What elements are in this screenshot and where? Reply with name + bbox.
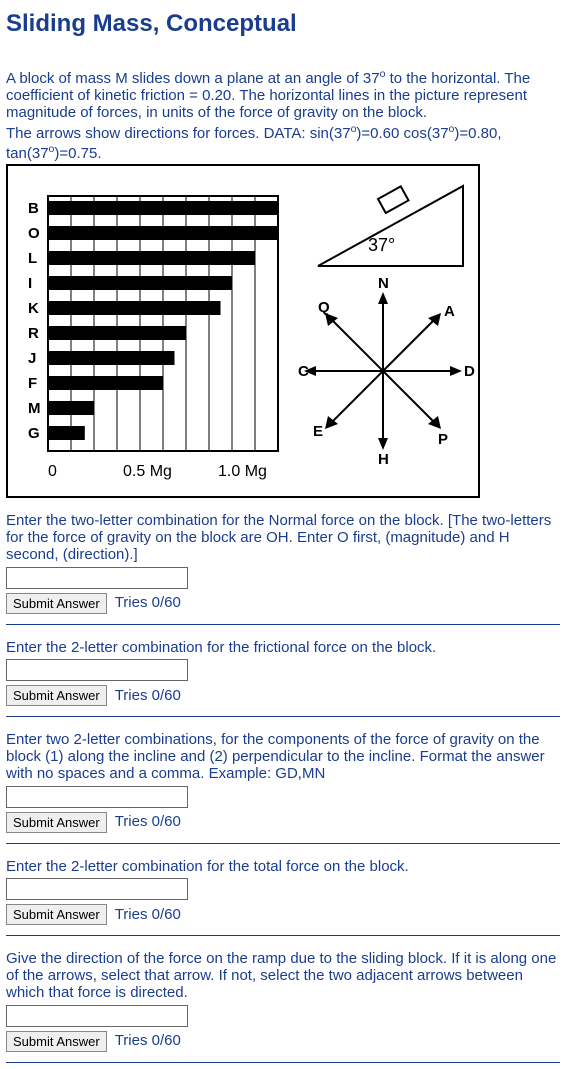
submit-button-2[interactable]: Submit Answer bbox=[6, 685, 107, 706]
problem-description-2: The arrows show directions for forces. D… bbox=[6, 123, 560, 162]
svg-text:F: F bbox=[28, 375, 37, 392]
tries-text-5: Tries 0/60 bbox=[115, 1032, 181, 1049]
question-text: Give the direction of the force on the r… bbox=[6, 950, 560, 1002]
submit-button-4[interactable]: Submit Answer bbox=[6, 904, 107, 925]
page-title: Sliding Mass, Conceptual bbox=[6, 10, 560, 38]
separator bbox=[6, 624, 560, 625]
submit-button-3[interactable]: Submit Answer bbox=[6, 812, 107, 833]
tries-text-1: Tries 0/60 bbox=[115, 594, 181, 611]
tries-text-3: Tries 0/60 bbox=[115, 813, 181, 830]
question-text: Enter two 2-letter combinations, for the… bbox=[6, 731, 560, 783]
problem-description-1: A block of mass M slides down a plane at… bbox=[6, 68, 560, 122]
separator bbox=[6, 716, 560, 717]
dir-E: E bbox=[313, 423, 323, 440]
question-4: Enter the 2-letter combination for the t… bbox=[6, 858, 560, 936]
question-1: Enter the two-letter combination for the… bbox=[6, 512, 560, 625]
x-label-1: 1.0 Mg bbox=[218, 463, 267, 480]
svg-text:O: O bbox=[28, 225, 40, 242]
separator bbox=[6, 843, 560, 844]
dir-N: N bbox=[378, 275, 389, 292]
svg-text:M: M bbox=[28, 400, 41, 417]
problem-figure: 37° BOLIKRJFMG 0 0.5 Mg 1.0 Mg bbox=[6, 164, 480, 498]
answer-input-4[interactable] bbox=[6, 878, 188, 900]
question-2: Enter the 2-letter combination for the f… bbox=[6, 639, 560, 717]
submit-button-5[interactable]: Submit Answer bbox=[6, 1031, 107, 1052]
x-label-0: 0 bbox=[48, 463, 57, 480]
submit-button-1[interactable]: Submit Answer bbox=[6, 593, 107, 614]
desc-text: A block of mass M slides down a plane at… bbox=[6, 70, 380, 87]
question-5: Give the direction of the force on the r… bbox=[6, 950, 560, 1063]
separator bbox=[6, 1062, 560, 1063]
svg-text:J: J bbox=[28, 350, 36, 367]
dir-A: A bbox=[444, 303, 455, 320]
dir-P: P bbox=[438, 431, 448, 448]
tries-text-2: Tries 0/60 bbox=[115, 687, 181, 704]
svg-text:B: B bbox=[28, 200, 39, 217]
angle-label: 37° bbox=[368, 235, 395, 255]
svg-text:L: L bbox=[28, 250, 37, 267]
x-label-05: 0.5 Mg bbox=[123, 463, 172, 480]
dir-D: D bbox=[464, 363, 475, 380]
dir-Q: Q bbox=[318, 299, 330, 316]
separator bbox=[6, 935, 560, 936]
question-text: Enter the 2-letter combination for the f… bbox=[6, 639, 560, 656]
question-text: Enter the 2-letter combination for the t… bbox=[6, 858, 560, 875]
dir-H: H bbox=[378, 451, 389, 468]
answer-input-3[interactable] bbox=[6, 786, 188, 808]
desc-text: The arrows show directions for forces. D… bbox=[6, 125, 351, 142]
question-3: Enter two 2-letter combinations, for the… bbox=[6, 731, 560, 844]
svg-text:K: K bbox=[28, 300, 39, 317]
tries-text-4: Tries 0/60 bbox=[115, 906, 181, 923]
answer-input-2[interactable] bbox=[6, 659, 188, 681]
svg-text:I: I bbox=[28, 275, 32, 292]
svg-text:R: R bbox=[28, 325, 39, 342]
svg-text:G: G bbox=[28, 425, 40, 442]
dir-C: C bbox=[298, 363, 309, 380]
answer-input-5[interactable] bbox=[6, 1005, 188, 1027]
desc-text: )=0.75. bbox=[54, 145, 101, 162]
answer-input-1[interactable] bbox=[6, 567, 188, 589]
question-text: Enter the two-letter combination for the… bbox=[6, 512, 560, 564]
desc-text: )=0.60 cos(37 bbox=[356, 125, 448, 142]
